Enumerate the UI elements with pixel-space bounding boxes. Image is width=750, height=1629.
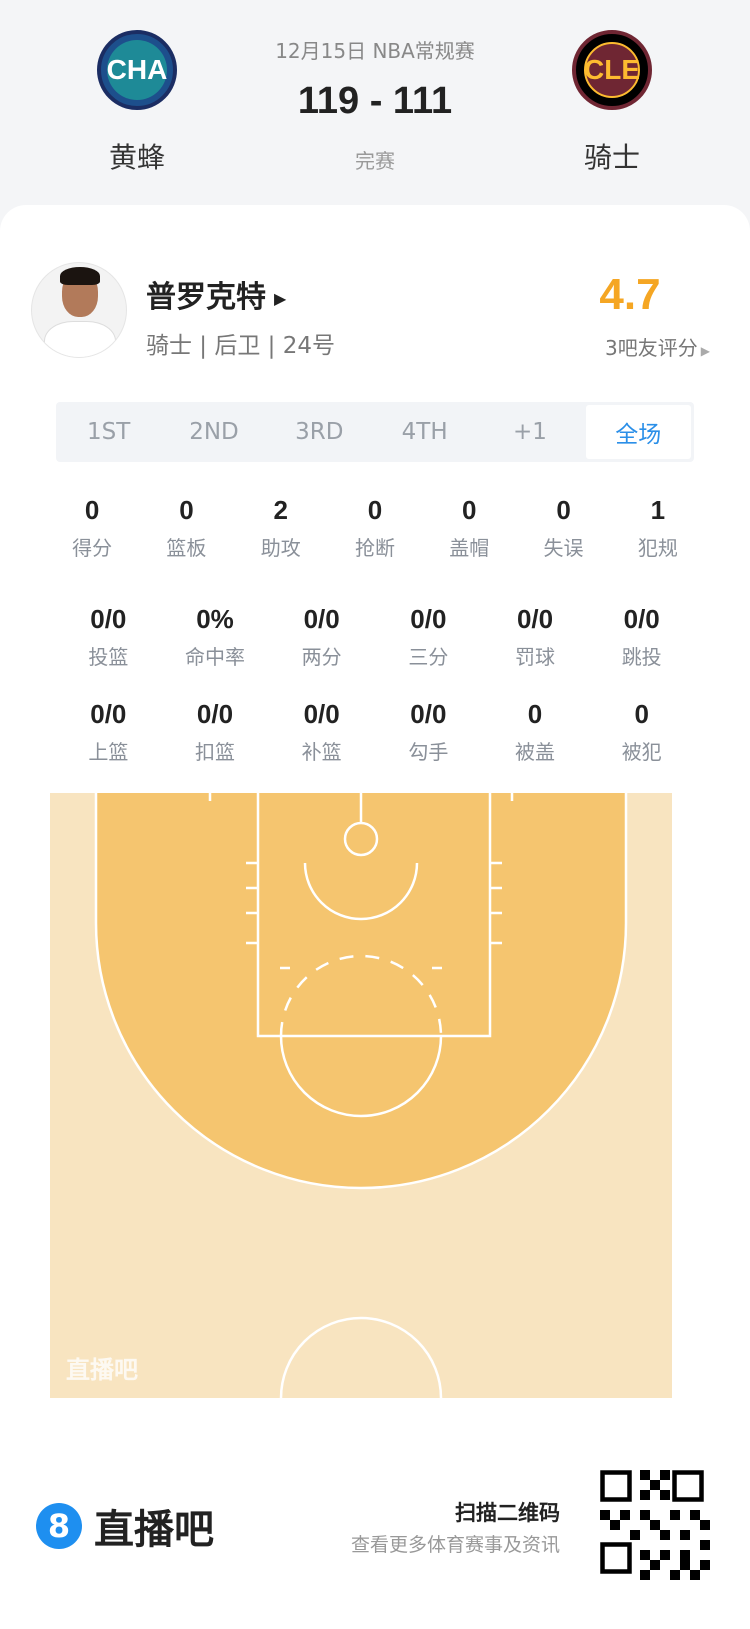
stat-value: 0 — [84, 495, 100, 525]
home-team-name: 黄蜂 — [108, 141, 165, 174]
stat-label: 补篮 — [301, 740, 342, 764]
stat-item: 0 被盖 — [482, 699, 589, 765]
logo-8-icon: 8 — [36, 1503, 82, 1549]
stats-row-shot-types: 0/0 上篮 0/0 扣篮 0/0 补篮 0/0 勾手 0 被盖 0 被犯 — [55, 699, 695, 765]
stat-item: 0/0 罚球 — [482, 604, 589, 670]
stat-item: 0 被犯 — [588, 699, 695, 765]
stat-label: 跳投 — [621, 645, 662, 669]
stat-label: 篮板 — [166, 536, 207, 560]
stat-item: 2 助攻 — [234, 495, 328, 561]
stat-item: 0 抢断 — [328, 495, 422, 561]
stat-item: 0/0 扣篮 — [162, 699, 269, 765]
stat-item: 0/0 跳投 — [588, 604, 695, 670]
scan-qr-title: 扫描二维码 — [455, 1501, 560, 1525]
stat-label: 助攻 — [260, 536, 301, 560]
stat-value: 0 — [527, 699, 543, 729]
stat-label: 盖帽 — [449, 536, 490, 560]
tab-3rd[interactable]: 3RD — [295, 419, 344, 445]
stat-label: 得分 — [72, 536, 113, 560]
stat-value: 0 — [556, 495, 571, 525]
shot-chart-court: 直播吧 — [50, 793, 672, 1398]
stats-row-basic: 0 得分 0 篮板 2 助攻 0 抢断 0 盖帽 0 失误 1 犯规 — [45, 495, 705, 561]
stat-value: 0/0 — [623, 604, 660, 634]
stat-label: 失误 — [543, 536, 584, 560]
game-score: 119 - 111 — [297, 80, 453, 122]
stat-item: 0 失误 — [516, 495, 610, 561]
qr-code — [600, 1470, 710, 1580]
stat-item: 1 犯规 — [611, 495, 705, 561]
period-tabs: 1ST 2ND 3RD 4TH +1 全场 — [56, 402, 694, 462]
stat-label: 投篮 — [88, 645, 129, 669]
tab-1st[interactable]: 1ST — [87, 419, 131, 445]
stat-value: 0/0 — [90, 699, 127, 729]
stat-value: 0/0 — [196, 699, 234, 729]
away-team-name: 骑士 — [583, 141, 640, 174]
stat-item: 0/0 勾手 — [375, 699, 482, 765]
court-watermark: 直播吧 — [66, 1356, 138, 1384]
stat-item: 0/0 投篮 — [55, 604, 162, 670]
scan-qr-subtitle: 查看更多体育赛事及资讯 — [350, 1534, 560, 1556]
stat-item: 0/0 两分 — [268, 604, 375, 670]
stat-label: 被犯 — [621, 740, 662, 764]
caret-right-icon: ▶ — [274, 289, 287, 308]
team-logo-cle: CLE — [572, 30, 652, 110]
stat-value: 0/0 — [516, 604, 554, 634]
stat-value: 0 — [179, 495, 194, 525]
team-logo-cha: CHA — [97, 30, 177, 110]
stat-item: 0/0 三分 — [375, 604, 482, 670]
stat-value: 0/0 — [410, 699, 447, 729]
stat-item: 0% 命中率 — [162, 604, 269, 670]
stat-value: 0% — [196, 604, 234, 634]
tab-4th[interactable]: 4TH — [401, 419, 448, 445]
player-avatar[interactable] — [31, 262, 127, 358]
stat-label: 抢断 — [354, 536, 395, 560]
stat-value: 0 — [462, 495, 477, 525]
stat-value: 0/0 — [410, 604, 447, 634]
caret-right-icon: ▶ — [700, 344, 710, 358]
stat-value: 0/0 — [303, 604, 340, 634]
tab-2nd[interactable]: 2ND — [189, 419, 239, 445]
stat-item: 0/0 上篮 — [55, 699, 162, 765]
stat-label: 两分 — [301, 645, 342, 669]
tab-ot1[interactable]: +1 — [513, 419, 547, 445]
player-info: 骑士 | 后卫 | 24号 — [146, 333, 336, 359]
stat-value: 0 — [634, 699, 649, 729]
stat-label: 扣篮 — [195, 740, 235, 764]
stat-label: 上篮 — [88, 740, 129, 764]
player-name-link[interactable]: 普罗克特 ▶ — [146, 280, 287, 315]
zhibo8-logo: 8 直播吧 — [36, 1497, 214, 1555]
game-date-type: 12月15日 NBA常规赛 — [275, 39, 475, 63]
stat-label: 罚球 — [515, 645, 556, 669]
stat-label: 犯规 — [637, 536, 678, 560]
stat-value: 1 — [650, 495, 666, 525]
stats-row-shooting: 0/0 投篮 0% 命中率 0/0 两分 0/0 三分 0/0 罚球 0/0 跳投 — [55, 604, 695, 670]
stat-value: 0/0 — [90, 604, 127, 634]
stat-label: 勾手 — [408, 740, 449, 764]
stat-label: 命中率 — [185, 645, 245, 669]
stat-item: 0/0 补篮 — [268, 699, 375, 765]
stat-value: 2 — [273, 495, 288, 525]
stat-item: 0 篮板 — [139, 495, 233, 561]
player-rating: 4.7 — [599, 270, 661, 319]
stat-item: 0 得分 — [45, 495, 139, 561]
stat-value: 0/0 — [303, 699, 340, 729]
stat-label: 被盖 — [515, 740, 556, 764]
game-status: 完赛 — [355, 149, 395, 173]
tab-full-game[interactable]: 全场 — [585, 405, 691, 459]
stat-item: 0 盖帽 — [422, 495, 516, 561]
rating-link[interactable]: 3吧友评分 ▶ — [605, 336, 710, 360]
stat-value: 0 — [367, 495, 383, 525]
stat-label: 三分 — [408, 645, 449, 669]
